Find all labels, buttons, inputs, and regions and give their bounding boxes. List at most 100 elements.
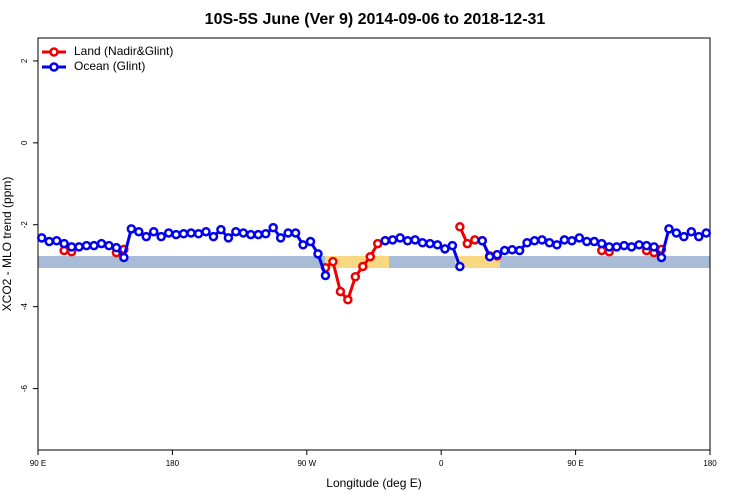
data-point: [305, 236, 316, 247]
data-point: [634, 240, 644, 250]
y-tick-label: -4: [20, 303, 29, 311]
data-point: [163, 228, 174, 238]
data-point: [470, 235, 480, 245]
data-point: [425, 238, 435, 249]
data-point: [507, 244, 517, 255]
data-point: [649, 242, 659, 252]
data-point: [701, 228, 712, 238]
data-point: [350, 272, 361, 282]
data-point: [156, 231, 166, 242]
data-point: [477, 235, 488, 246]
legend-marker: [49, 47, 59, 57]
data-point: [260, 229, 271, 239]
y-tick-label: 0: [20, 140, 29, 145]
y-tick-label: 2: [20, 58, 29, 63]
data-point: [126, 224, 137, 234]
data-point: [238, 228, 249, 238]
data-point: [96, 238, 107, 249]
y-axis-label: XCO2 - MLO trend (ppm): [0, 177, 14, 312]
x-tick-label: 180: [166, 459, 180, 468]
data-point: [186, 228, 196, 238]
data-point: [522, 238, 532, 248]
data-point: [656, 252, 667, 263]
x-tick-label: 90 W: [297, 459, 316, 468]
data-point: [395, 233, 405, 243]
data-point: [148, 226, 159, 237]
data-point: [440, 244, 450, 254]
data-point: [372, 238, 383, 249]
data-point: [44, 236, 54, 247]
legend-label: Ocean (Glint): [74, 59, 145, 73]
data-point: [51, 235, 62, 246]
x-axis-label: Longitude (deg E): [326, 476, 421, 490]
data-point: [320, 270, 331, 281]
data-point: [462, 238, 473, 249]
data-point: [178, 229, 189, 239]
data-point: [171, 229, 181, 240]
data-point: [514, 245, 525, 256]
data-point: [380, 235, 390, 246]
data-point: [619, 240, 629, 251]
x-tick-label: 90 E: [567, 459, 583, 468]
data-point: [365, 251, 376, 262]
data-point: [455, 261, 465, 272]
data-point: [567, 235, 577, 246]
data-point: [275, 233, 286, 243]
data-point: [216, 224, 226, 235]
data-point: [694, 231, 704, 242]
chart-title: 10S-5S June (Ver 9) 2014-09-06 to 2018-1…: [205, 11, 546, 28]
data-point: [89, 240, 99, 251]
data-point: [484, 251, 495, 262]
data-point: [66, 242, 77, 252]
data-point: [582, 236, 592, 247]
data-point: [111, 242, 122, 253]
data-point: [686, 226, 697, 237]
data-point: [589, 236, 600, 247]
data-point: [268, 222, 278, 233]
data-point: [246, 229, 256, 240]
data-point: [529, 235, 540, 246]
data-point: [328, 256, 338, 267]
data-point: [313, 249, 323, 259]
legend-marker: [49, 62, 59, 72]
data-point: [611, 242, 622, 252]
data-point: [626, 242, 637, 252]
data-point: [410, 235, 420, 245]
data-point: [552, 240, 562, 250]
data-point: [574, 233, 585, 243]
y-tick-label: -2: [20, 221, 29, 229]
data-point: [59, 238, 69, 249]
data-point: [201, 226, 211, 237]
data-point: [358, 261, 368, 272]
data-point: [141, 231, 152, 242]
data-point: [104, 240, 114, 251]
data-point: [223, 233, 234, 243]
data-point: [544, 238, 555, 248]
data-point: [664, 224, 674, 234]
y-tick-label: -6: [20, 384, 29, 392]
data-point: [335, 286, 346, 297]
data-point: [387, 235, 398, 245]
data-point: [193, 229, 204, 239]
legend-label: Land (Nadir&Glint): [74, 44, 173, 58]
data-point: [283, 228, 293, 238]
data-point: [604, 242, 614, 252]
x-tick-label: 90 E: [30, 459, 46, 468]
data-point: [537, 235, 547, 245]
data-point: [432, 240, 443, 250]
data-point: [559, 235, 570, 245]
data-point: [253, 229, 264, 240]
data-point: [447, 240, 458, 251]
data-point: [119, 252, 129, 263]
data-point: [455, 222, 465, 232]
data-point: [679, 231, 689, 242]
data-point: [641, 240, 652, 251]
data-point: [81, 240, 92, 251]
data-point: [417, 238, 428, 248]
x-tick-label: 180: [703, 459, 717, 468]
data-point: [499, 245, 510, 256]
data-point: [74, 242, 84, 252]
plot-frame: [37, 37, 711, 451]
data-point: [231, 226, 241, 237]
